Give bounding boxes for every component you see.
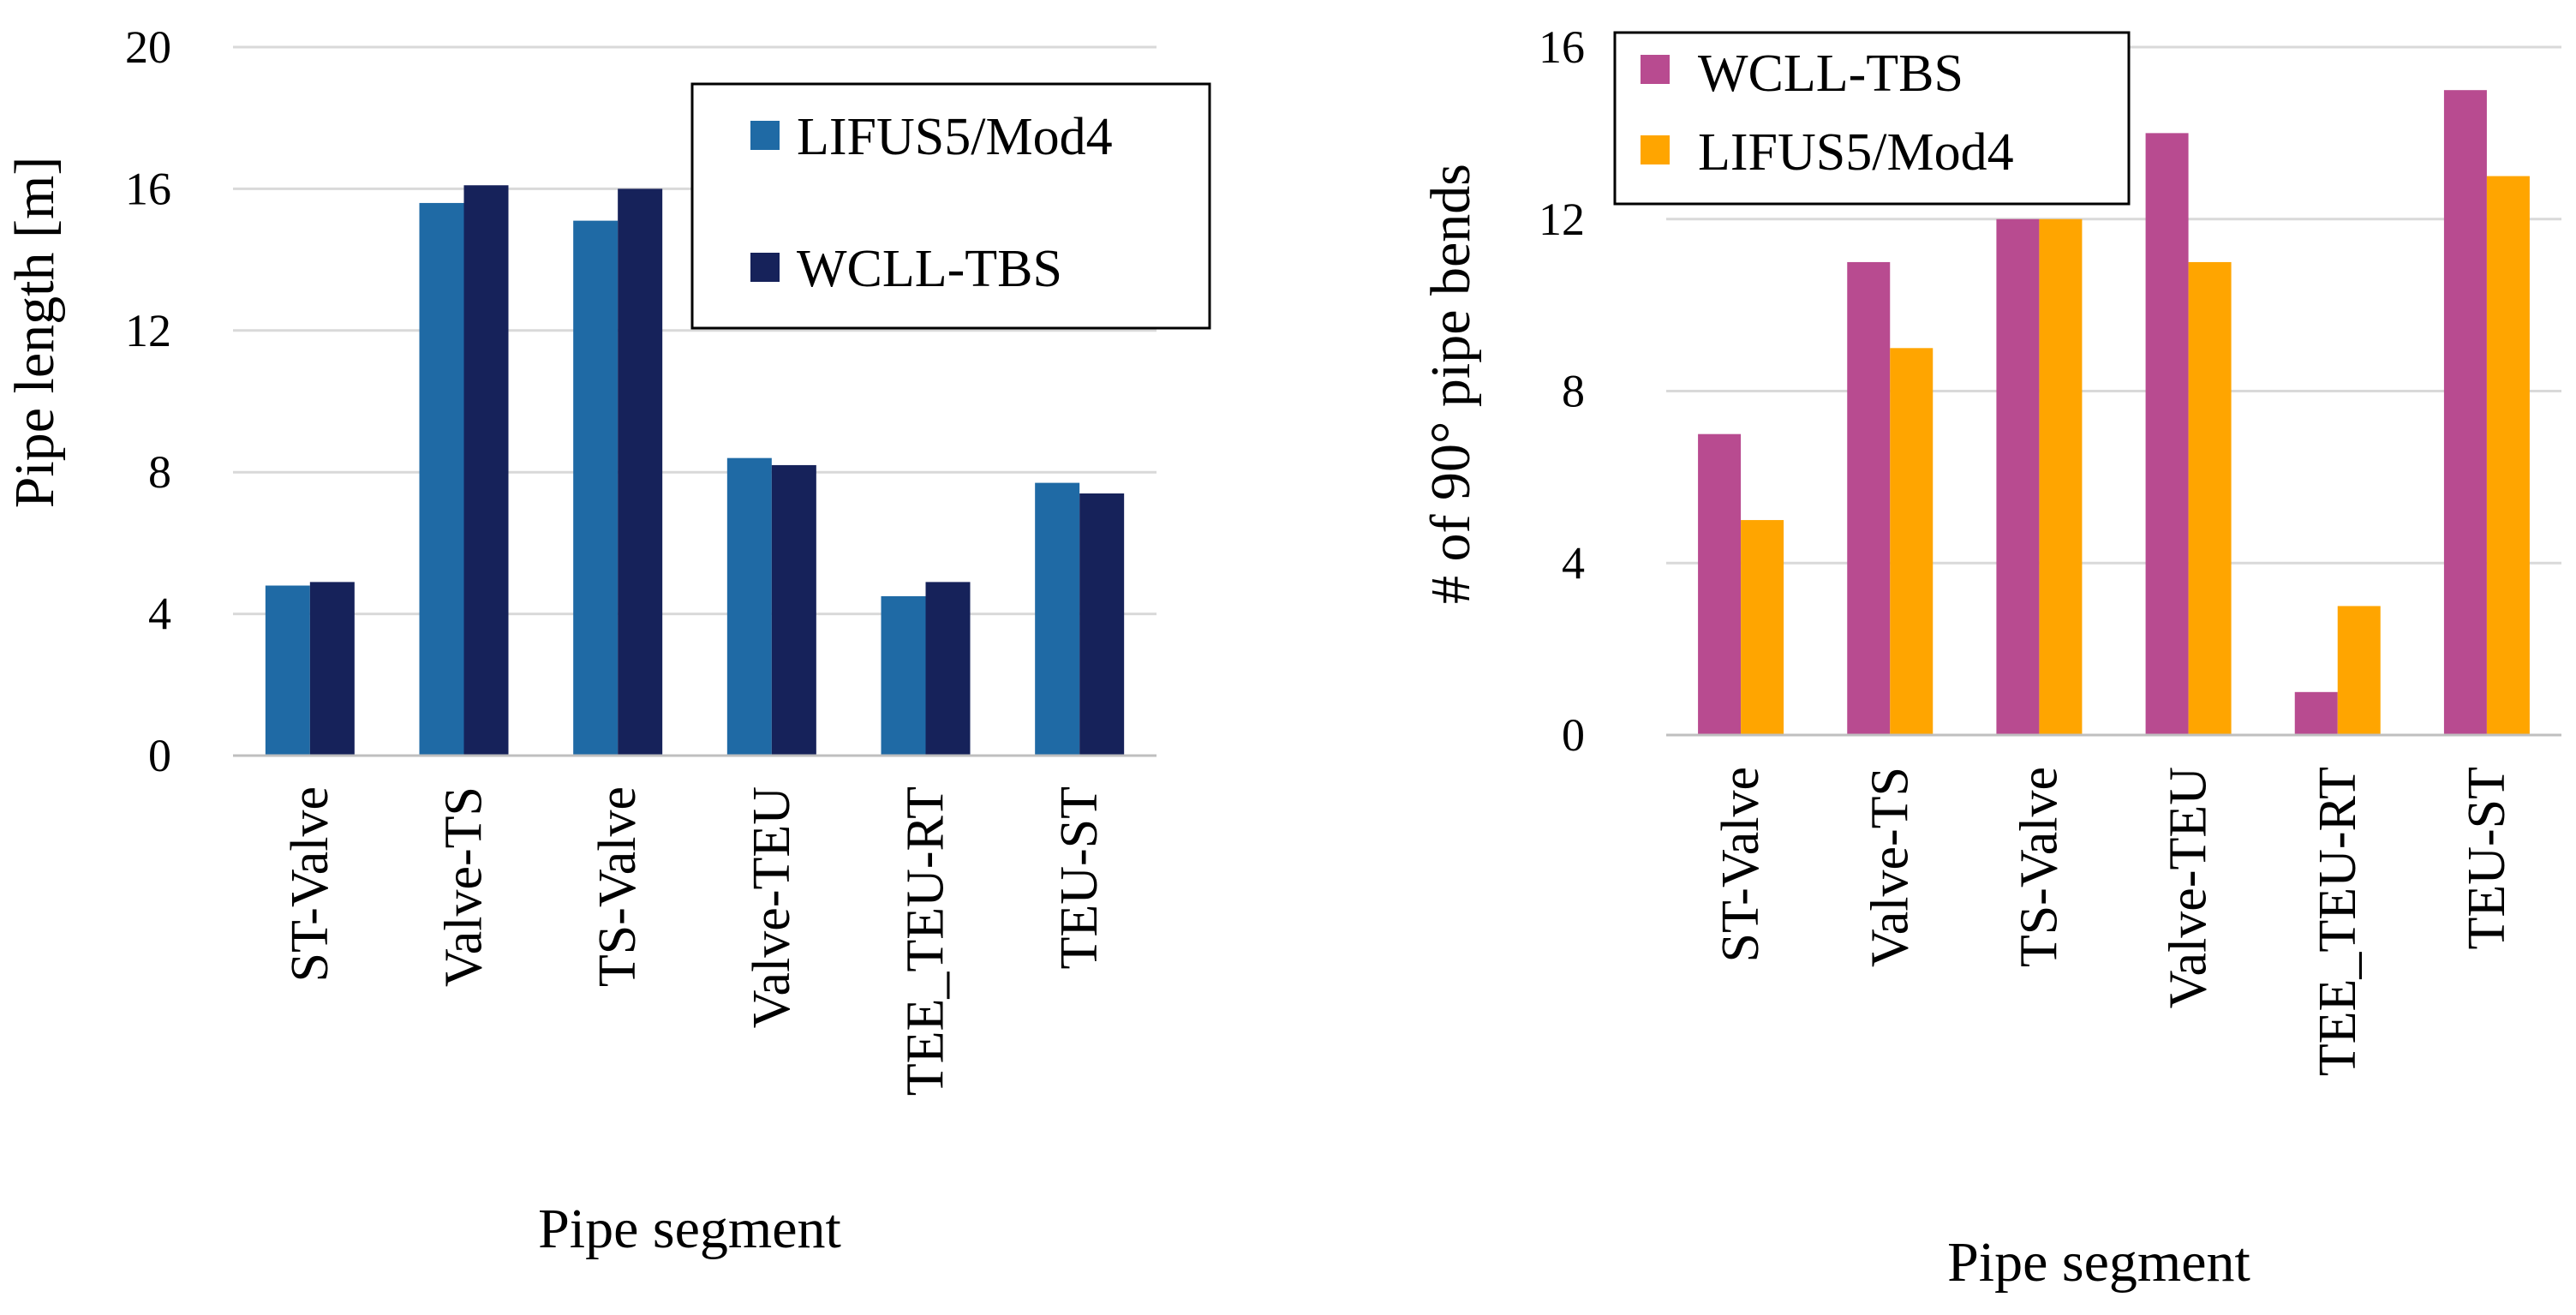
y-tick-label-4: 4 [1562,537,1585,589]
y-tick-labels: 0 4 8 12 16 [1539,21,1585,761]
y-tick-label-8: 8 [148,446,171,498]
bars [265,185,1125,756]
x-tick-label-st-valve: ST-Valve [281,786,339,982]
bar-lifus5-mod4-tee-teu-rt [881,595,926,756]
x-tick-label-st-valve: ST-Valve [1712,767,1770,962]
y-axis-title: Pipe length [m] [3,157,66,509]
x-tick-label-valve-teu: Valve-TEU [2160,767,2218,1008]
x-tick-label-teu-st: TEU-ST [2458,767,2516,950]
bar-lifus5-mod4-ts-valve [573,220,619,756]
x-tick-label-valve-ts: Valve-TS [1861,767,1919,967]
x-axis-title: Pipe segment [538,1198,841,1260]
y-tick-label-16: 16 [125,163,171,214]
bar-lifus5-mod4-teu-st [1035,482,1080,756]
bar-wcll-tbs-st-valve [1698,433,1742,735]
legend-box [1613,31,2131,206]
legend-label-wcll-tbs: WCLL-TBS [1698,45,1963,103]
bar-wcll-tbs-tee-teu-rt [2294,691,2338,735]
y-tick-label-12: 12 [1539,194,1585,245]
chart-pipe-length: 0 4 8 12 16 20 ST-Valve Valve-TS TS-Valve Valve-… [3,21,1211,1260]
legend-swatch-lifus5 [750,121,780,150]
bar-wcll-tbs-st-valve [309,582,355,756]
bar-lifus5-mod4-valve-ts [1890,348,1933,735]
legend-label-lifus5: LIFUS5/Mod4 [1698,123,2014,182]
bar-lifus5-mod4-valve-teu [2188,261,2232,735]
x-tick-label-valve-ts: Valve-TS [435,786,493,987]
y-tick-label-4: 4 [148,589,171,640]
bar-wcll-tbs-valve-teu [2145,133,2189,735]
bars [1698,90,2530,735]
bar-wcll-tbs-tee-teu-rt [925,582,971,756]
bar-wcll-tbs-valve-ts [1847,261,1891,735]
y-tick-label-0: 0 [148,730,171,781]
bar-wcll-tbs-ts-valve [618,188,663,756]
y-tick-label-0: 0 [1562,709,1585,761]
legend: LIFUS5/Mod4 WCLL-TBS [690,82,1211,330]
bar-lifus5-mod4-valve-teu [726,457,772,756]
bar-wcll-tbs-valve-teu [771,464,816,756]
bar-lifus5-mod4-tee-teu-rt [2337,606,2381,735]
y-tick-label-12: 12 [125,305,171,356]
legend-swatch-wcll-tbs [1641,55,1670,84]
legend-label-lifus5: LIFUS5/Mod4 [797,108,1113,166]
x-tick-label-valve-teu: Valve-TEU [743,786,801,1028]
y-tick-labels: 0 4 8 12 16 20 [125,21,171,781]
legend: WCLL-TBS LIFUS5/Mod4 [1613,31,2131,206]
y-tick-label-16: 16 [1539,21,1585,73]
x-tick-label-ts-valve: TS-Valve [589,786,647,987]
x-tick-labels: ST-Valve Valve-TS TS-Valve Valve-TEU TEE_TEU… [281,786,1109,1096]
legend-label-wcll-tbs: WCLL-TBS [797,240,1062,298]
x-axis-title: Pipe segment [1947,1231,2250,1294]
y-axis-title: # of 90° pipe bends [1419,164,1482,604]
bar-lifus5-mod4-st-valve [1741,520,1784,735]
legend-swatch-wcll-tbs [750,253,780,282]
chart-pipe-bends: 0 4 8 12 16 ST-Valve Valve-TS TS-Valve Valve-TE… [1419,21,2561,1294]
y-tick-label-8: 8 [1562,366,1585,417]
legend-swatch-lifus5 [1641,135,1670,164]
bar-lifus5-mod4-ts-valve [2039,218,2083,735]
x-tick-label-tee-teu-rt: TEE_TEU-RT [897,786,955,1096]
bar-wcll-tbs-teu-st [1079,493,1125,756]
x-tick-label-ts-valve: TS-Valve [2010,767,2068,967]
bar-wcll-tbs-ts-valve [1996,218,2040,735]
x-tick-labels: ST-Valve Valve-TS TS-Valve Valve-TEU TEE_TEU… [1712,767,2516,1076]
bar-wcll-tbs-valve-ts [463,185,509,756]
x-tick-label-teu-st: TEU-ST [1050,786,1109,970]
bar-lifus5-mod4-valve-ts [419,202,464,756]
y-tick-label-20: 20 [125,21,171,73]
bar-wcll-tbs-teu-st [2443,90,2487,735]
x-tick-label-tee-teu-rt: TEE_TEU-RT [2309,767,2367,1076]
bar-lifus5-mod4-st-valve [265,585,310,756]
bar-lifus5-mod4-teu-st [2486,176,2530,735]
